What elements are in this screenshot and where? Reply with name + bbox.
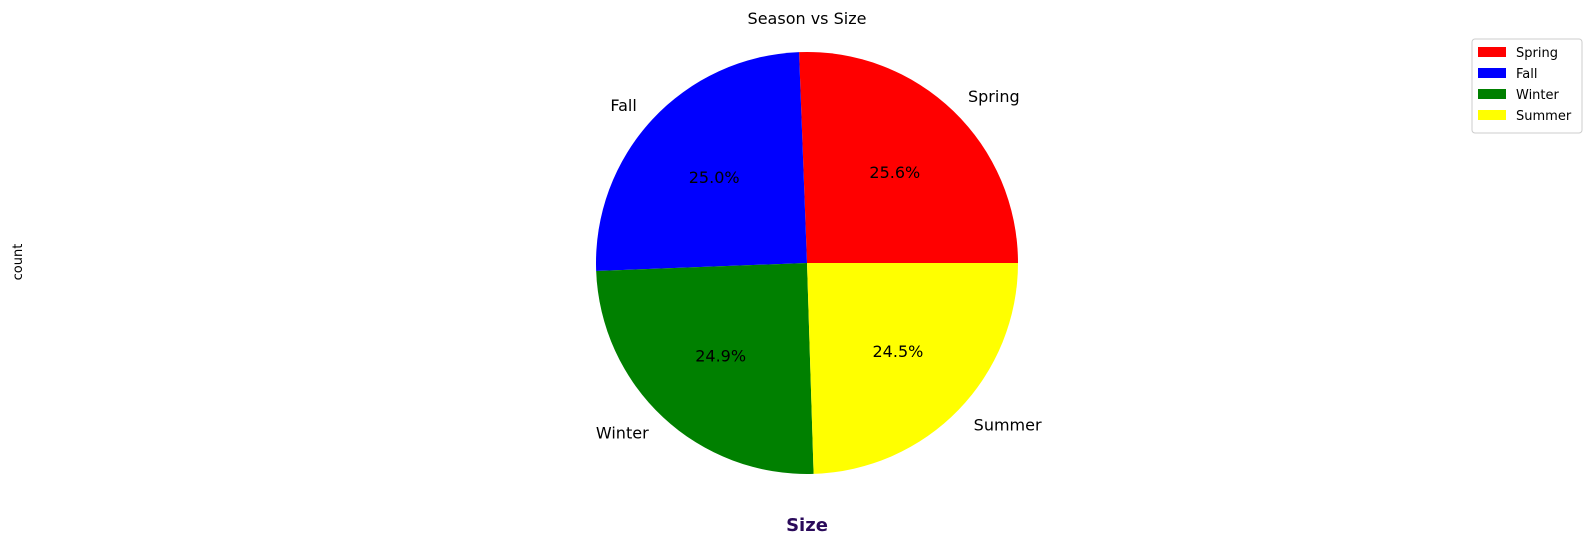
pct-label-summer: 24.5% <box>873 342 924 361</box>
legend: Spring Fall Winter Summer <box>1471 38 1583 134</box>
slice-label-summer: Summer <box>974 416 1042 435</box>
y-axis-label: count <box>11 244 26 281</box>
legend-label-winter: Winter <box>1516 88 1560 103</box>
pie-slice-winter <box>596 263 814 474</box>
legend-swatch-winter <box>1478 89 1506 99</box>
pct-label-winter: 24.9% <box>695 347 746 366</box>
pct-label-spring: 25.6% <box>869 163 920 182</box>
legend-label-spring: Spring <box>1516 46 1558 61</box>
legend-label-summer: Summer <box>1516 109 1572 124</box>
pie-slice-summer <box>807 263 1018 474</box>
legend-swatch-fall <box>1478 68 1506 78</box>
pie-slices: Spring 25.6% Fall 25.0% Winter 24.9% Summer 24.… <box>595 51 1042 474</box>
pie-slice-spring <box>799 51 1018 263</box>
slice-label-winter: Winter <box>596 424 649 443</box>
legend-frame <box>1471 38 1583 134</box>
chart-title: Season vs Size <box>748 9 867 28</box>
pct-label-fall: 25.0% <box>689 168 740 187</box>
slice-label-fall: Fall <box>610 96 636 115</box>
legend-swatch-spring <box>1478 47 1506 57</box>
legend-label-fall: Fall <box>1516 67 1537 82</box>
slice-label-spring: Spring <box>968 87 1020 106</box>
legend-swatch-summer <box>1478 110 1506 120</box>
pie-slice-fall <box>595 52 807 271</box>
x-axis-label: Size <box>786 515 828 536</box>
